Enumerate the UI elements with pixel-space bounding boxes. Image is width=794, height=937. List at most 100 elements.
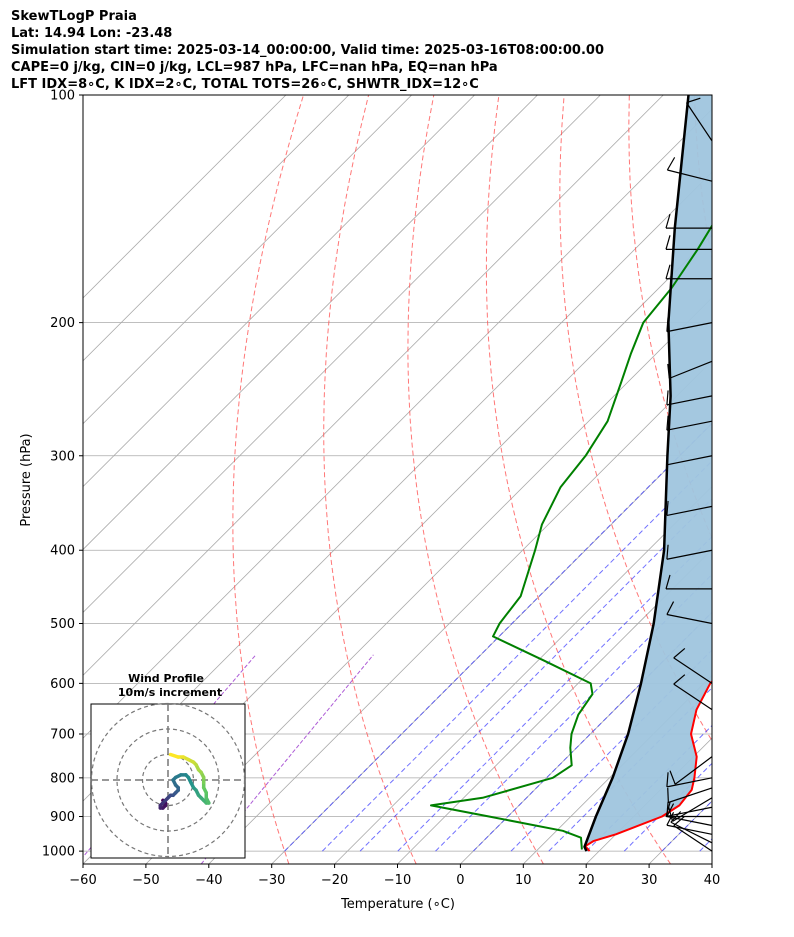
isotherm-line: [83, 95, 287, 299]
y-tick-label: 100: [50, 89, 75, 104]
cin-cape-area: [584, 95, 712, 852]
wind-barb-shaft: [674, 756, 713, 785]
hodograph-segment: [168, 752, 180, 759]
wind-barb-flag: [666, 801, 669, 817]
moist-adiabat-line: [397, 535, 712, 852]
chart-header: SkewTLogP Praia Lat: 14.94 Lon: -23.48 S…: [11, 8, 604, 93]
wind-barb: [665, 235, 712, 250]
wind-barb-shaft: [666, 815, 713, 827]
wind-barb-shaft: [685, 102, 713, 142]
wind-barb-flag: [666, 390, 669, 405]
y-tick-label: 800: [50, 771, 75, 786]
x-tick-label: −60: [69, 873, 96, 888]
isotherm-line: [83, 95, 350, 362]
wind-barb-flag: [666, 157, 676, 171]
wind-barb-shaft: [668, 787, 713, 804]
wind-barb: [673, 647, 713, 684]
isotherm-line: [83, 108, 712, 739]
wind-barb-shaft: [666, 420, 713, 431]
wind-barb-shaft: [670, 821, 713, 844]
wind-barb-shaft: [666, 322, 713, 333]
y-tick-label: 400: [50, 544, 75, 559]
x-tick-label: −30: [258, 873, 285, 888]
isotherm-line: [711, 863, 712, 864]
wind-barb-flag: [673, 674, 686, 685]
wind-barb-flag: [666, 450, 669, 465]
x-tick-label: 10: [515, 873, 532, 888]
wind-barb-shaft: [666, 455, 713, 466]
wind-barb: [666, 544, 713, 560]
isotherm-line: [208, 360, 712, 864]
isotherm-line: [775, 95, 794, 864]
wind-barb-flag: [668, 807, 674, 822]
dry-adiabat-line: [760, 95, 794, 864]
wind-barb: [667, 787, 713, 804]
isotherm-line: [83, 95, 412, 425]
wind-barb-flag: [666, 544, 669, 560]
y-tick-label: 200: [50, 316, 75, 331]
hodograph-subtitle: 10m/s increment: [118, 686, 222, 699]
wind-barb-shaft: [666, 777, 713, 788]
wind-barb: [669, 756, 713, 785]
x-tick-label: 40: [704, 873, 721, 888]
moist-adiabat-line: [284, 422, 712, 852]
background-lines: [83, 95, 794, 864]
wind-barb-shaft: [666, 505, 713, 516]
isotherm-line: [83, 95, 475, 488]
isotherm-line: [271, 423, 712, 864]
x-tick-label: 0: [456, 873, 464, 888]
moist-adiabat-line: [435, 573, 712, 852]
y-tick-label: 500: [50, 617, 75, 632]
moist-adiabat-line: [548, 687, 712, 852]
chart-title: SkewTLogP Praia: [11, 9, 137, 24]
wind-barb: [667, 360, 713, 379]
x-tick-label: −50: [132, 873, 159, 888]
isotherm-line: [83, 95, 601, 613]
y-tick-label: 300: [50, 449, 75, 464]
x-tick-label: −20: [321, 873, 348, 888]
wind-barb: [685, 97, 713, 142]
wind-barb-flag: [666, 415, 669, 431]
dry-adiabat-line: [407, 95, 544, 864]
cape-cin-fill: [584, 95, 712, 852]
skewt-plot: −60 −50 −40 −30 −20 −10 0 10 20 30 40 1000 900 800 700…: [19, 89, 794, 913]
wind-barb: [666, 812, 713, 835]
moist-adiabat-line: [510, 649, 712, 852]
mixing-ratio-line: [200, 654, 374, 864]
isotherm-line: [83, 95, 664, 676]
isotherm-line: [397, 548, 712, 864]
y-axis-label: Pressure (hPa): [19, 433, 34, 526]
wind-barb-shaft: [666, 395, 713, 406]
wind-barb-flag: [665, 235, 671, 250]
moist-adiabat-line: [699, 838, 712, 852]
hodograph: Wind Profile 10m/s increment: [90, 672, 246, 859]
hodograph-content: [90, 702, 246, 858]
x-tick-label: 20: [578, 873, 595, 888]
wind-barb: [665, 213, 712, 229]
isotherm-line: [145, 297, 712, 864]
wind-barb-flag: [666, 812, 675, 826]
wind-barb: [666, 450, 713, 466]
wind-barb-shaft: [673, 657, 713, 684]
wind-barb: [668, 797, 713, 822]
wind-barb-flag: [666, 317, 669, 332]
wind-barb: [666, 415, 713, 431]
isotherm-line: [334, 486, 712, 864]
wind-barb: [673, 674, 713, 711]
x-tick-label: −10: [384, 873, 411, 888]
indices-line-2: LFT IDX=8∘C, K IDX=2∘C, TOTAL TOTS=26∘C,…: [11, 77, 479, 92]
wind-barb: [666, 803, 713, 827]
wind-barb: [665, 574, 712, 590]
dry-adiabat-line: [485, 95, 672, 864]
wind-barb-flag: [665, 264, 671, 279]
wind-barb-shaft: [672, 797, 713, 822]
wind-barb-flag: [667, 363, 670, 379]
location-line: Lat: 14.94 Lon: -23.48: [11, 26, 173, 41]
wind-barb-shaft: [666, 824, 713, 835]
dry-adiabat-line: [232, 95, 304, 864]
parcel-line: [583, 95, 690, 852]
profile-lines: [430, 95, 712, 852]
wind-barb-flag: [669, 770, 676, 785]
indices-line-1: CAPE=0 j/kg, CIN=0 j/kg, LCL=987 hPa, LF…: [11, 60, 498, 75]
